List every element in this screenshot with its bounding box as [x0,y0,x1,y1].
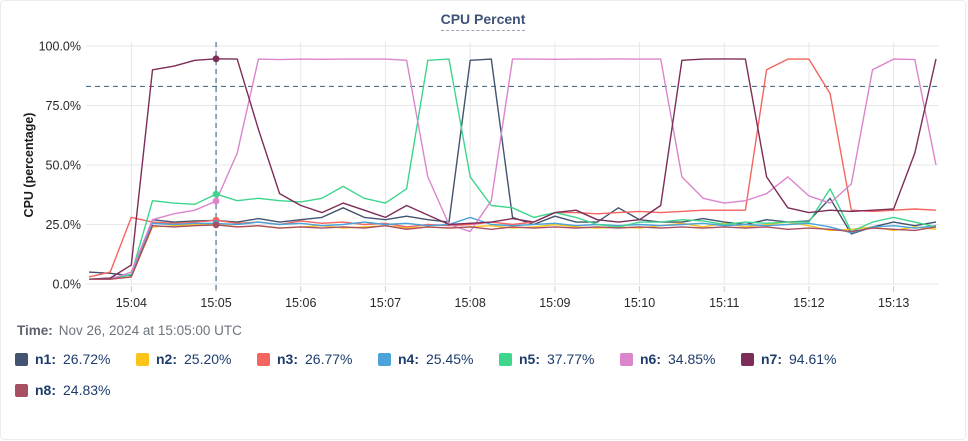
series-value: 26.77% [305,351,353,367]
series-line-n5 [89,58,937,280]
series-line-n6 [89,58,937,280]
time-label: Time: [17,323,53,338]
series-name: n3: [277,351,298,367]
legend-item-n1[interactable]: n1: 26.72% [15,349,136,369]
series-swatch-n8 [15,383,28,397]
series-line-n8 [89,224,937,280]
crosshair-dot-n6 [212,197,220,205]
chart-title[interactable]: CPU Percent [440,11,526,31]
crosshair-dot-n5 [212,190,220,198]
chart-area: 100.0% 75.0% 50.0% 25.0% 0.0% 15:04 15:05 15:06… [1,37,967,313]
series-name: n6: [640,351,661,367]
y-axis-title: CPU (percentage) [22,113,36,218]
series-value: 94.61% [789,351,837,367]
series-swatch-n3 [257,352,270,366]
series-value: 37.77% [547,351,595,367]
legend-item-n4[interactable]: n4: 25.45% [378,349,499,369]
x-tick-label: 15:12 [793,296,824,310]
legend-item-n6[interactable]: n6: 34.85% [620,349,741,369]
series-value: 25.45% [426,351,474,367]
series-swatch-n4 [378,352,391,366]
x-tick-label: 15:07 [370,296,401,310]
series-value: 26.72% [63,351,111,367]
series-value: 25.20% [184,351,232,367]
legend-item-n7[interactable]: n7: 94.61% [741,349,862,369]
legend-item-n3[interactable]: n3: 26.77% [257,349,378,369]
series-line-n3 [88,58,937,278]
series-swatch-n5 [499,352,512,366]
legend-item-n8[interactable]: n8: 24.83% [15,380,136,400]
crosshair-dot-n8 [212,221,220,229]
series-swatch-n7 [741,352,754,366]
cpu-percent-chart-svg[interactable]: 100.0% 75.0% 50.0% 25.0% 0.0% 15:04 15:05 15:06… [1,37,967,313]
y-tick-label: 100.0% [39,40,81,54]
series-value: 34.85% [668,351,716,367]
y-tick-label: 0.0% [53,278,82,292]
x-tick-label: 15:13 [878,296,909,310]
legend-item-n2[interactable]: n2: 25.20% [136,349,257,369]
series-name: n7: [761,351,782,367]
series-swatch-n6 [620,352,633,366]
y-tick-label: 75.0% [46,99,81,113]
legend-item-n5[interactable]: n5: 37.77% [499,349,620,369]
series-name: n1: [35,351,56,367]
series-swatch-n1 [15,352,28,366]
x-tick-label: 15:04 [116,296,147,310]
x-tick-label: 15:06 [285,296,316,310]
y-tick-label: 50.0% [46,159,81,173]
x-tick-label: 15:09 [539,296,570,310]
series-name: n2: [156,351,177,367]
series-line-n4 [88,216,937,280]
x-tick-label: 15:10 [624,296,655,310]
series-line-n7 [88,58,937,280]
series-name: n4: [398,351,419,367]
time-row: Time: Nov 26, 2024 at 15:05:00 UTC [1,313,965,347]
x-tick-label: 15:05 [200,296,231,310]
series-name: n8: [35,382,56,398]
series-swatch-n2 [136,352,149,366]
series-name: n5: [519,351,540,367]
x-tick-label: 15:08 [455,296,486,310]
x-tick-label: 15:11 [709,296,739,310]
y-tick-label: 25.0% [46,218,81,232]
panel-header: CPU Percent [1,11,965,37]
legend: n1: 26.72% n2: 25.20% n3: 26.77% n4: 25.… [1,347,965,411]
time-value: Nov 26, 2024 at 15:05:00 UTC [58,323,242,338]
series-value: 24.83% [63,382,111,398]
crosshair-dot-n7 [212,55,220,63]
